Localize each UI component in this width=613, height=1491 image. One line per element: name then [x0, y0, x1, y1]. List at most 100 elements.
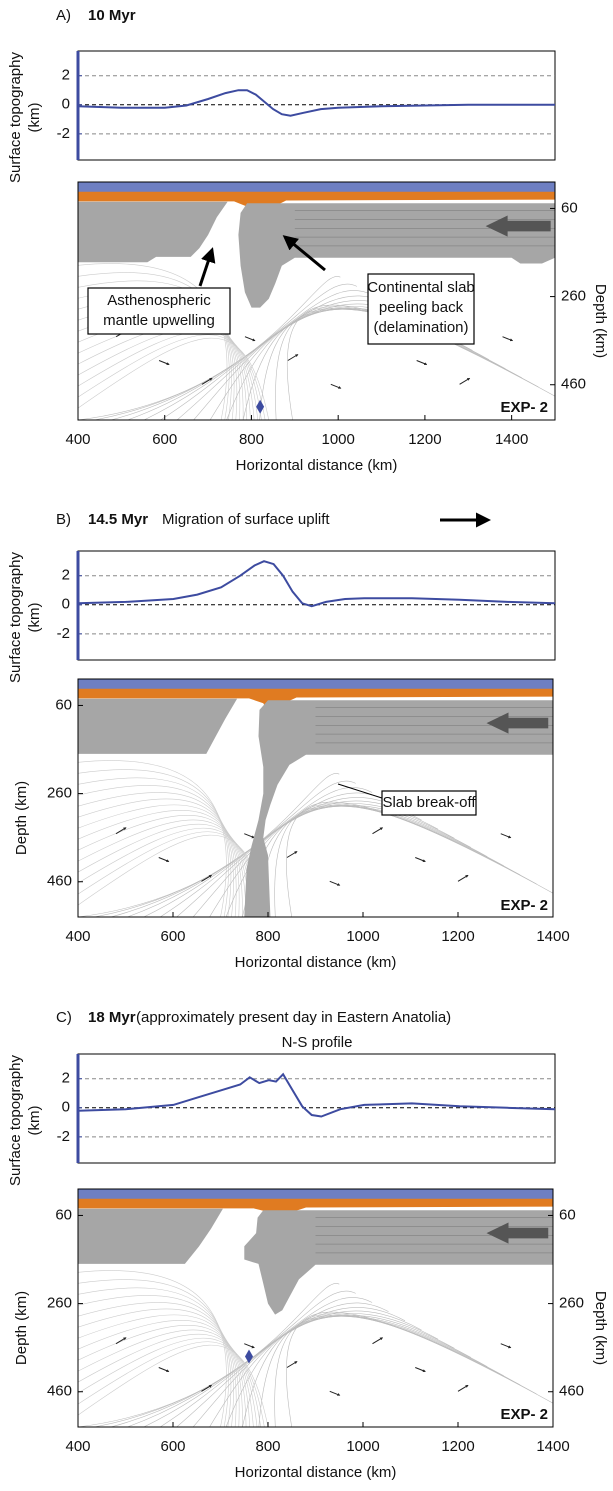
velocity-arrow — [415, 857, 426, 863]
velocity-arrow — [115, 1337, 127, 1345]
streamline — [78, 804, 243, 917]
streamline — [78, 1287, 232, 1427]
velocity-arrow — [459, 377, 471, 385]
x-axis-label: Horizontal distance (km) — [235, 1464, 397, 1481]
annotation-arrow — [337, 783, 383, 799]
panel-label: A) — [56, 7, 71, 24]
lithosphere — [244, 1210, 553, 1315]
annotation-text: peeling back — [379, 299, 464, 316]
topography-line — [77, 560, 556, 608]
y-axis-label: Surface topography — [7, 52, 24, 183]
x-tick-label: 800 — [255, 928, 280, 945]
streamline — [78, 1314, 243, 1427]
topography-line — [77, 89, 555, 117]
panel-label: B) — [56, 511, 71, 528]
annotation-arrow — [198, 247, 216, 287]
velocity-arrow — [201, 874, 213, 882]
streamline — [78, 1302, 237, 1427]
section-frame — [77, 1188, 554, 1428]
y-tick-label: 260 — [47, 785, 72, 802]
annotation-text: Slab break-off — [382, 794, 476, 811]
y-tick-label: 0 — [62, 596, 70, 613]
velocity-arrow — [286, 851, 298, 858]
annotation-text: Continental slab — [367, 279, 475, 296]
annotation-text: (delamination) — [373, 319, 468, 336]
x-axis-label: Horizontal distance (km) — [235, 954, 397, 971]
y-tick-label: 60 — [55, 696, 72, 713]
streamline — [78, 773, 340, 917]
experiment-tag: EXP- 2 — [500, 399, 548, 416]
convergence-arrow — [486, 1222, 549, 1244]
panel-label: C) — [56, 1009, 72, 1026]
x-tick-label: 400 — [65, 928, 90, 945]
velocity-arrow — [330, 383, 342, 389]
y-tick-label: -2 — [57, 625, 70, 642]
streamline — [78, 1325, 251, 1427]
annotation-text: mantle upwelling — [103, 312, 215, 329]
section-body — [78, 1189, 553, 1427]
panel-subtitle: (approximately present day in Eastern An… — [136, 1009, 451, 1026]
streamline — [78, 1338, 261, 1427]
x-tick-label: 1200 — [441, 1438, 474, 1455]
annotation-text: Asthenospheric — [107, 292, 211, 309]
crust-layer — [78, 679, 553, 690]
lithosphere — [244, 700, 553, 917]
x-tick-label: 800 — [239, 431, 264, 448]
streamline — [78, 337, 270, 420]
experiment-tag: EXP- 2 — [500, 1406, 548, 1423]
x-tick-label: 600 — [152, 431, 177, 448]
streamline — [78, 1329, 254, 1427]
plot-frame — [77, 1053, 556, 1164]
y-tick-label: 2 — [62, 67, 70, 84]
velocity-arrow — [372, 827, 384, 835]
convergence-arrow — [485, 215, 551, 237]
streamline — [192, 1314, 455, 1427]
y-tick-label: 460 — [47, 1383, 72, 1400]
x-tick-label: 800 — [255, 1438, 280, 1455]
streamline — [192, 804, 455, 917]
sediment-layer — [78, 191, 555, 218]
streamline — [94, 780, 356, 917]
y-tick-label: 60 — [561, 199, 578, 216]
panel-subtitle: N-S profile — [282, 1034, 353, 1051]
sediment-layer — [78, 1198, 553, 1217]
panel-title: 14.5 Myr — [88, 511, 148, 528]
velocity-arrow — [457, 1384, 469, 1392]
y-tick-label: 460 — [47, 873, 72, 890]
y-tick-label: 0 — [62, 96, 70, 113]
velocity-arrow — [158, 857, 170, 863]
streamline — [78, 769, 229, 917]
streamline — [258, 1314, 521, 1427]
x-tick-label: 400 — [65, 431, 90, 448]
annotation-box — [367, 273, 475, 345]
convergence-arrow — [486, 712, 549, 734]
velocity-arrow — [500, 1343, 512, 1349]
topography-line — [77, 1072, 556, 1118]
x-tick-label: 1000 — [346, 928, 379, 945]
y-tick-label: -2 — [57, 125, 70, 142]
streamline — [78, 798, 240, 917]
velocity-arrow — [500, 833, 512, 839]
y-tick-label: -2 — [57, 1128, 70, 1145]
streamline — [94, 1290, 356, 1427]
streamline — [78, 785, 234, 917]
velocity-arrow — [244, 833, 255, 839]
y-axis-label: Surface topography — [7, 552, 24, 683]
panel-subtitle: Migration of surface uplift — [162, 511, 330, 528]
y-axis-label: Depth (km) — [592, 284, 609, 358]
streamline — [78, 1283, 340, 1427]
annotation-arrow — [282, 235, 326, 272]
velocity-arrow — [457, 874, 469, 882]
velocity-arrow — [286, 1361, 298, 1368]
velocity-arrow — [244, 1343, 255, 1349]
streamline — [94, 283, 357, 420]
streamline — [225, 806, 488, 917]
marker-diamond — [256, 399, 265, 414]
velocity-arrow — [158, 1367, 170, 1373]
lithosphere — [238, 203, 555, 308]
x-tick-label: 1200 — [408, 431, 441, 448]
streamline — [78, 1270, 227, 1427]
section-frame — [77, 181, 556, 421]
y-axis-label: Surface topography — [7, 1055, 24, 1186]
x-tick-label: 1000 — [346, 1438, 379, 1455]
